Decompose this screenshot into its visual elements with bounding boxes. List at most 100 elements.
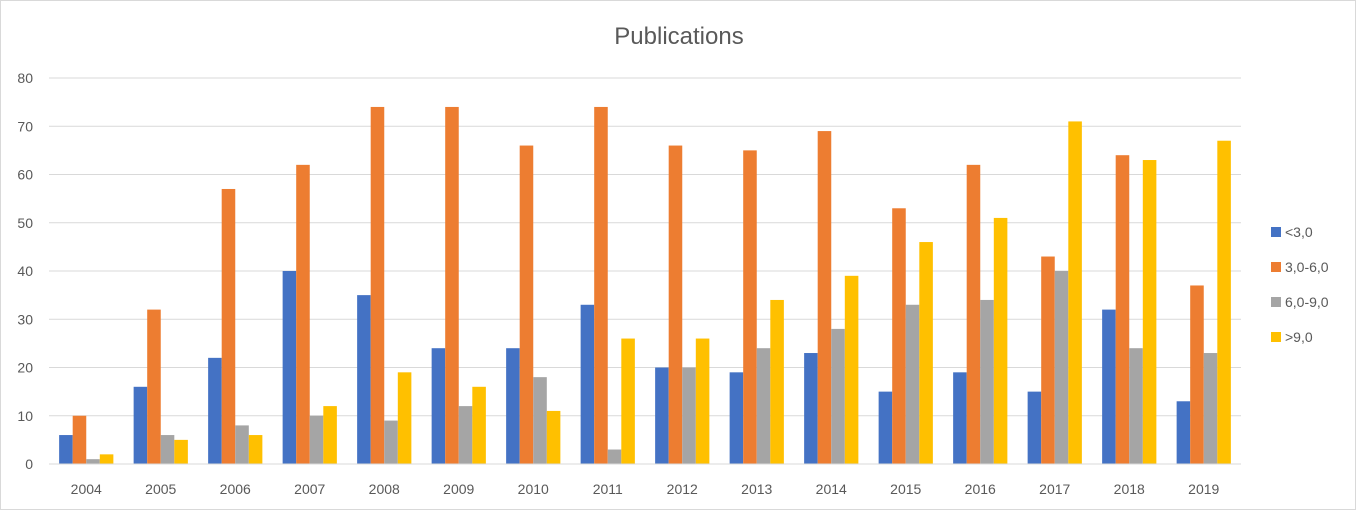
legend-swatch	[1271, 262, 1281, 272]
bar	[59, 435, 73, 464]
x-tick-label: 2005	[145, 481, 176, 497]
bar	[397, 372, 412, 464]
bar	[682, 367, 696, 464]
bars	[59, 106, 1231, 465]
bar	[445, 106, 459, 464]
bar	[1203, 353, 1218, 464]
x-tick-label: 2006	[220, 481, 251, 497]
bar	[133, 386, 148, 464]
y-tick-label: 80	[17, 70, 33, 86]
bar	[878, 391, 893, 464]
bar	[594, 106, 608, 464]
bar	[309, 415, 324, 464]
bar	[1041, 256, 1055, 464]
bar	[174, 439, 188, 464]
bar	[384, 420, 398, 464]
chart-title: Publications	[614, 23, 743, 50]
bar	[668, 145, 683, 465]
bar	[580, 304, 595, 464]
legend-label: <3,0	[1285, 224, 1313, 240]
bar	[546, 410, 561, 464]
bar	[1129, 348, 1143, 464]
x-tick-label: 2014	[816, 481, 847, 497]
x-tick-label: 2011	[593, 481, 623, 497]
bar	[1115, 155, 1130, 464]
gridlines	[49, 77, 1241, 417]
y-tick-label: 0	[25, 456, 33, 472]
legend-label: 3,0-6,0	[1285, 259, 1329, 275]
bar	[147, 309, 161, 464]
bar	[472, 386, 486, 464]
bar	[86, 459, 100, 464]
bar	[458, 406, 473, 464]
bar	[607, 449, 622, 464]
bar	[506, 348, 520, 464]
legend-label: 6,0-9,0	[1285, 294, 1329, 310]
bar	[756, 348, 771, 464]
bar	[892, 208, 906, 464]
bar	[980, 299, 994, 464]
y-axis: 0 10 20 30 40 50 60 70 80	[17, 70, 33, 472]
bar	[282, 271, 297, 464]
bar	[99, 454, 114, 464]
y-tick-label: 60	[17, 167, 33, 183]
bar	[919, 242, 933, 464]
x-tick-label: 2016	[965, 481, 996, 497]
y-tick-label: 50	[17, 215, 33, 231]
legend: <3,0 3,0-6,0 6,0-9,0 >9,0	[1271, 224, 1329, 345]
bar	[208, 357, 222, 464]
x-tick-label: 2009	[443, 481, 474, 497]
x-tick-label: 2017	[1039, 481, 1070, 497]
bar	[1102, 309, 1116, 464]
bar	[1027, 391, 1042, 464]
bar	[695, 338, 710, 464]
bar	[248, 435, 263, 464]
legend-label: >9,0	[1285, 329, 1313, 345]
bar	[296, 164, 310, 464]
y-tick-label: 40	[17, 263, 33, 279]
y-tick-label: 20	[17, 360, 33, 376]
bar	[729, 372, 744, 464]
bar	[905, 304, 920, 464]
bar	[235, 425, 249, 464]
x-tick-label: 2018	[1114, 481, 1145, 497]
legend-swatch	[1271, 332, 1281, 342]
x-tick-label: 2010	[518, 481, 549, 497]
bar	[1068, 121, 1082, 465]
bar	[221, 188, 236, 464]
x-tick-label: 2013	[741, 481, 772, 497]
bar	[743, 150, 757, 464]
bar	[357, 295, 371, 464]
bar	[993, 217, 1008, 464]
bar	[160, 435, 175, 464]
bar	[1217, 140, 1231, 464]
bar	[966, 164, 981, 464]
bar	[1190, 285, 1204, 464]
x-tick-label: 2015	[890, 481, 921, 497]
x-tick-label: 2007	[294, 481, 325, 497]
bar	[953, 372, 967, 464]
x-tick-label: 2019	[1188, 481, 1219, 497]
bar	[533, 377, 547, 464]
y-tick-label: 30	[17, 311, 33, 327]
legend-swatch	[1271, 227, 1281, 237]
bar	[72, 415, 87, 464]
x-tick-label: 2008	[369, 481, 400, 497]
bar	[431, 348, 446, 464]
bar	[804, 353, 818, 464]
bar	[655, 367, 669, 464]
bar	[370, 106, 385, 464]
legend-swatch	[1271, 297, 1281, 307]
bar	[621, 338, 635, 464]
bar	[1176, 401, 1191, 464]
bar	[519, 145, 534, 465]
bar	[831, 328, 845, 464]
x-tick-label: 2004	[71, 481, 102, 497]
bar	[844, 275, 859, 464]
x-axis: 2004 2005 2006 2007 2008 2009 2010 2011 2012 2013…	[49, 463, 1241, 497]
bar	[323, 406, 337, 464]
bar	[817, 131, 832, 464]
y-tick-label: 10	[17, 408, 33, 424]
